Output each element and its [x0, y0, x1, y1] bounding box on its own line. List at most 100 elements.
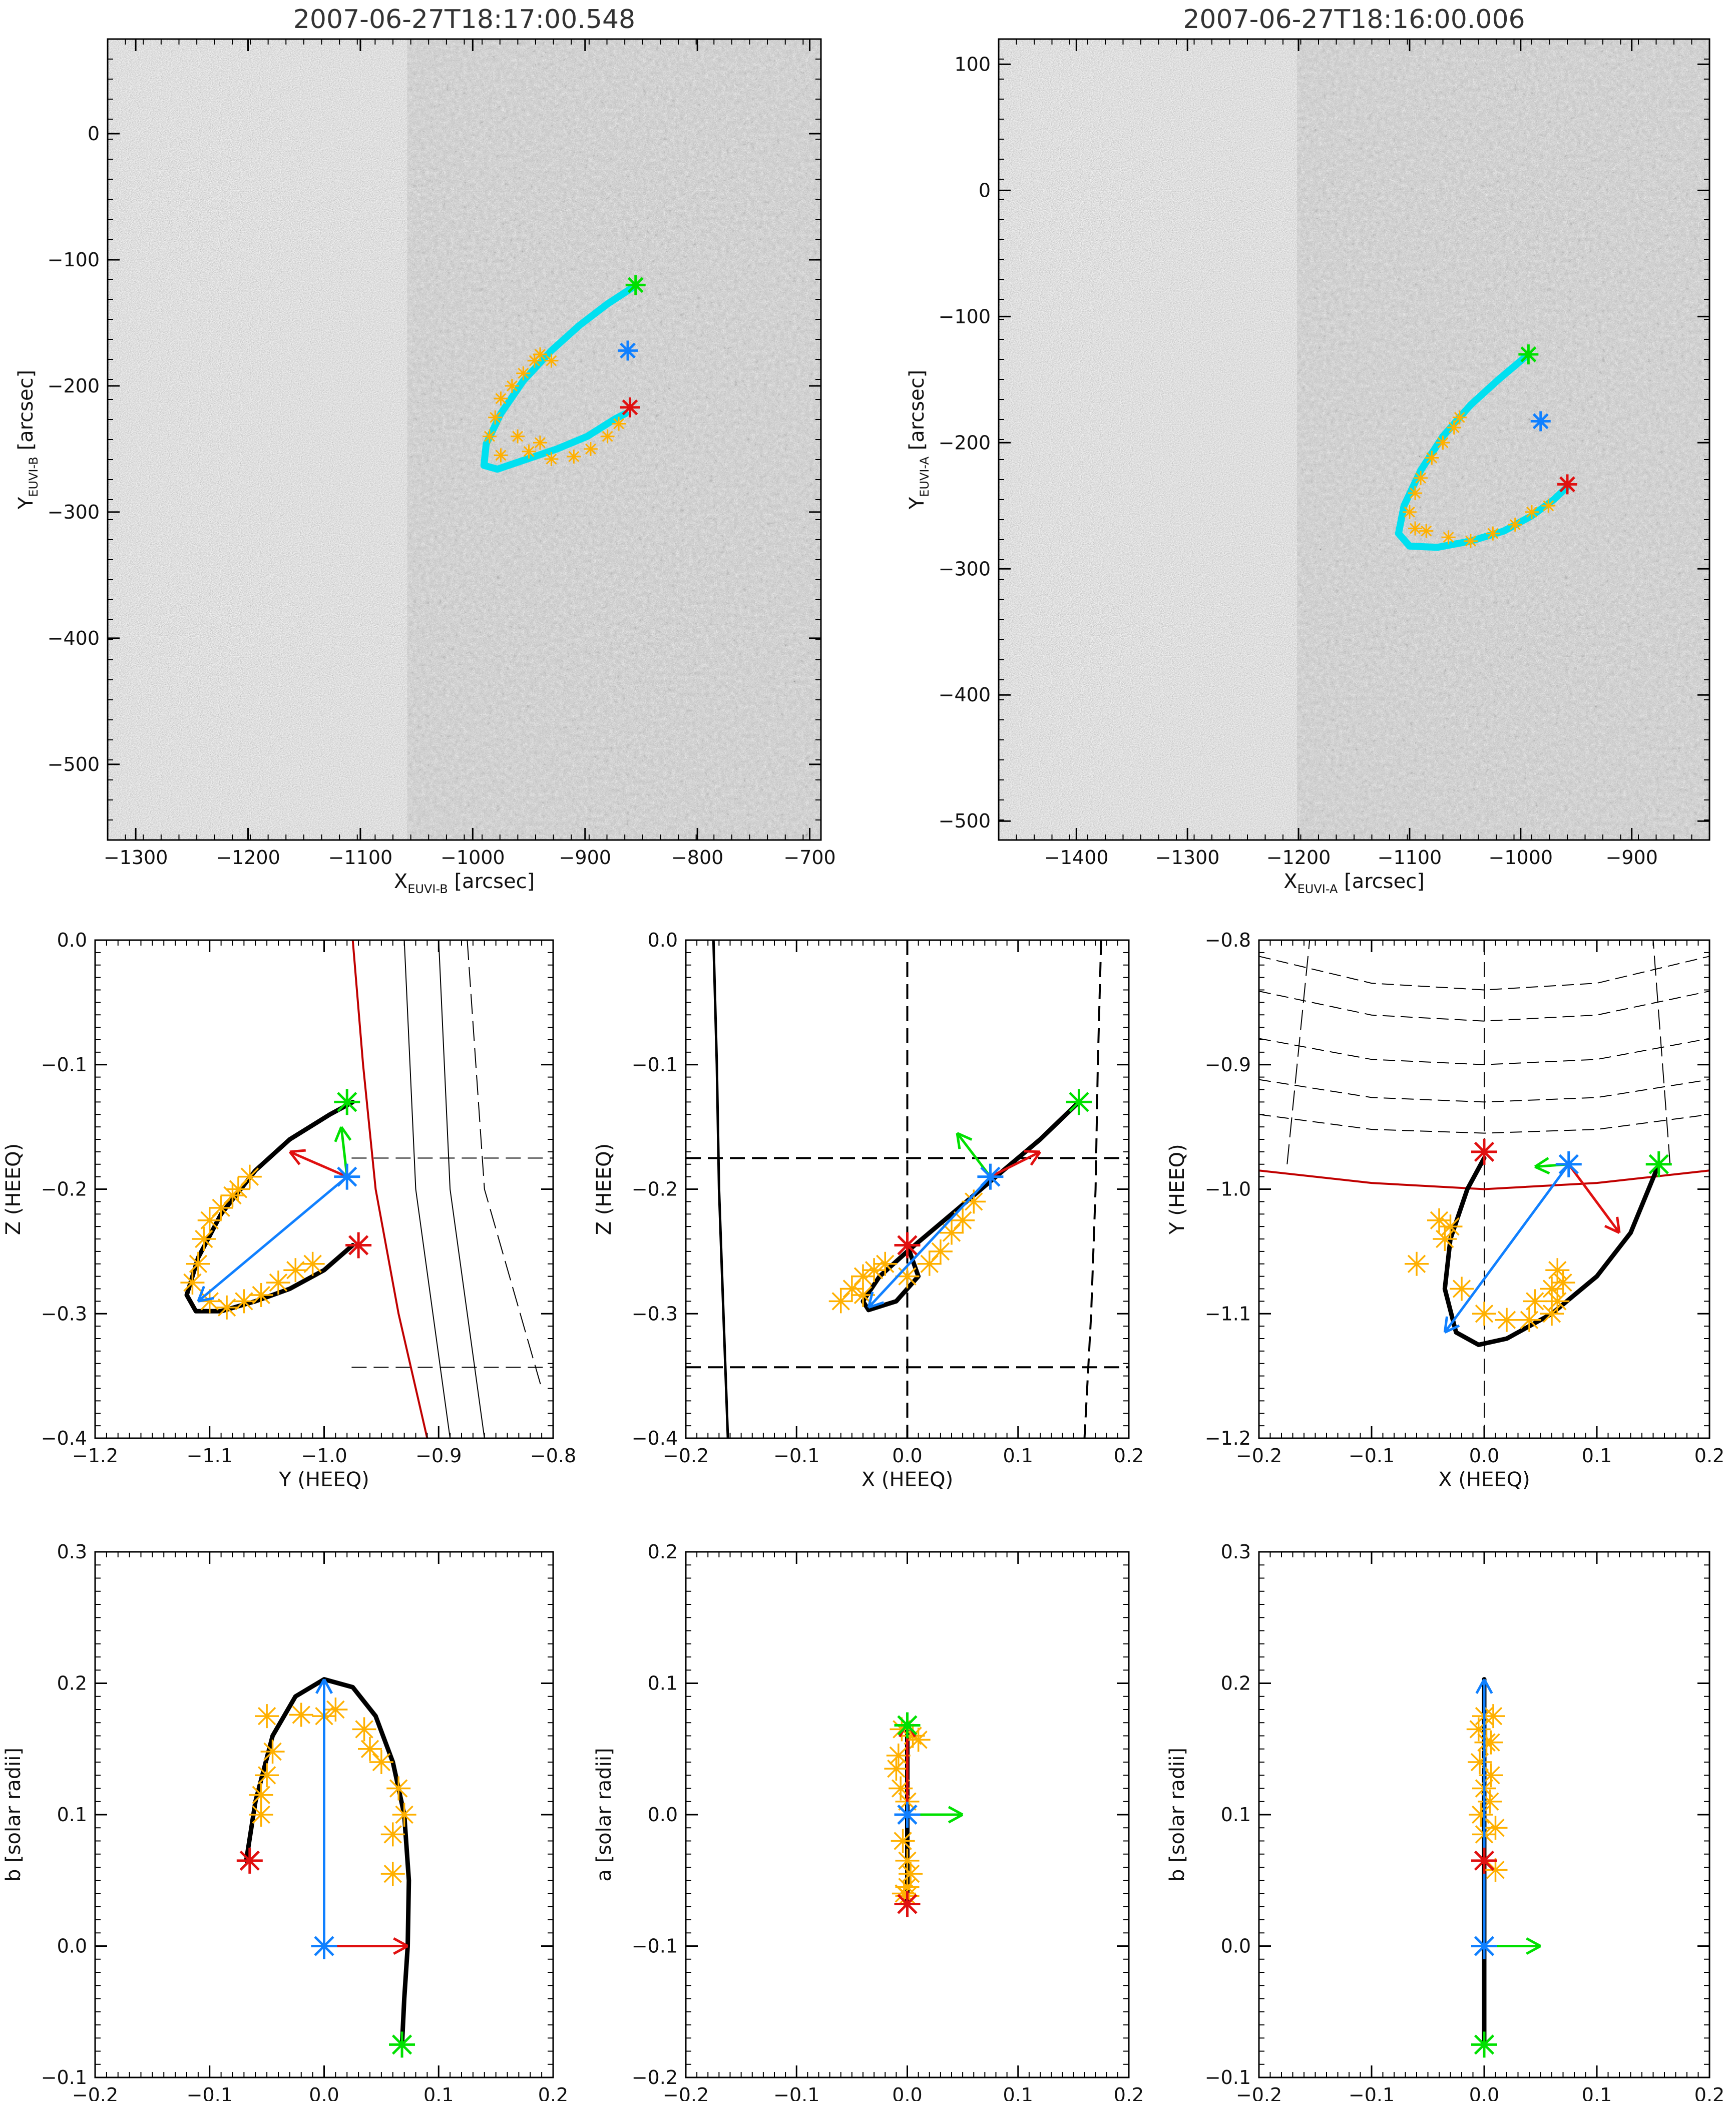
data-point-8: [1483, 1816, 1508, 1840]
data-point-11: [1474, 1730, 1499, 1755]
x-tick-label: −0.8: [530, 1445, 576, 1467]
plot-background: [95, 940, 553, 1438]
loop-curve: [184, 1099, 355, 1314]
x-tick-label: 0.0: [1469, 1445, 1499, 1467]
data-point-1-stroke: [842, 1280, 861, 1298]
data-point-3-stroke: [1426, 452, 1438, 464]
data-point-3: [197, 1208, 222, 1232]
data-point-6: [533, 347, 547, 361]
image-activity: [407, 39, 821, 840]
footpoint-red-marker-stroke: [1559, 476, 1575, 493]
data-point-4: [1472, 1302, 1496, 1326]
footpoint-green-marker: [894, 1712, 921, 1739]
footpoint-green-marker: [1066, 1089, 1092, 1115]
red-vector-head-b: [288, 1151, 301, 1165]
footpoint-red-marker-stroke: [897, 1235, 918, 1255]
footpoint-red-marker: [1471, 1847, 1497, 1874]
data-point-16: [533, 436, 547, 450]
footpoint-red-marker-stroke: [239, 1850, 260, 1871]
panel-yz-projection: −1.2 −1.1 −1.0 −0.9 −0.8 0.0 −0.1 −0.2 −0.3 −0.4 Y…: [2, 929, 576, 1491]
data-point-1: [1433, 1227, 1457, 1251]
y-tick-label: 0.1: [648, 1672, 678, 1695]
blue-vector-head-b: [1475, 1678, 1486, 1694]
blue-vector: [197, 1175, 348, 1303]
y-tick-label: −0.4: [41, 1427, 87, 1449]
center-blue-marker-stroke: [980, 1166, 1001, 1187]
data-point-12: [1438, 1214, 1463, 1239]
y-tick-label: 0: [88, 123, 100, 145]
data-point-3: [1450, 1277, 1474, 1301]
data-point-8-stroke: [1443, 532, 1454, 543]
data-point-7: [1540, 1302, 1564, 1326]
y-tick-label: 0.0: [57, 929, 87, 951]
center-blue-marker: [334, 1163, 360, 1190]
fitted-loop: [480, 282, 638, 473]
data-point-8-stroke: [1486, 1819, 1505, 1837]
red-vector-head-a: [393, 1945, 408, 1955]
y-axis-label: b [solar radii]: [1166, 1748, 1189, 1882]
x-tick-label: −900: [1606, 847, 1658, 869]
data-point-4: [192, 1227, 216, 1251]
x-tick-label: −0.9: [415, 1445, 462, 1467]
x-axis-label: X (HEEQ): [1438, 1468, 1530, 1491]
data-point-11: [567, 450, 581, 464]
data-point-11-stroke: [1509, 519, 1521, 531]
data-point-12: [1479, 1763, 1503, 1788]
data-point-15: [494, 448, 508, 463]
data-point-13: [600, 429, 615, 444]
x-tick-label: 0.1: [1003, 1445, 1033, 1467]
data-point-3-stroke: [1452, 1280, 1471, 1298]
x-tick-label: 0.2: [1694, 2084, 1724, 2101]
x-tick-label: −1300: [104, 847, 168, 869]
x-tick-label: −700: [783, 847, 835, 869]
data-point-14: [612, 416, 626, 431]
data-point-5: [1495, 1308, 1519, 1332]
data-point-5-stroke: [292, 1706, 310, 1724]
x-tick-label: 0.0: [1469, 2084, 1499, 2101]
data-point-10-stroke: [1542, 1280, 1561, 1298]
data-point-11: [386, 1776, 411, 1801]
y-tick-label: −0.1: [1205, 2066, 1251, 2088]
red-vector-head-b: [393, 1937, 408, 1947]
x-axis-label-main: X: [1283, 870, 1297, 893]
blue-vector-head-a: [197, 1286, 205, 1302]
data-point-9-stroke: [901, 1864, 920, 1883]
y-axis-label: YEUVI-B [arcsec]: [15, 370, 41, 510]
x-tick-label: −0.2: [72, 2084, 118, 2101]
center-blue-marker-stroke: [1532, 413, 1549, 430]
data-point-14-stroke: [229, 1180, 248, 1198]
panel-na-plane: −0.2−0.10.00.10.20.20.10.0−0.1−0.2n [sol…: [593, 1541, 1144, 2101]
x-axis-label-unit: [arcsec]: [1338, 870, 1424, 893]
footpoint-green-marker: [1645, 1151, 1672, 1177]
center-blue-marker-stroke: [314, 1936, 334, 1956]
footpoint-green-marker-stroke: [627, 277, 644, 293]
data-point-4: [516, 366, 531, 380]
data-point-12-stroke: [1441, 1217, 1460, 1236]
red-vector-head-b: [1024, 1150, 1041, 1153]
data-point-0: [255, 1704, 279, 1729]
y-tick-label: −0.1: [41, 2066, 87, 2088]
data-point-14-stroke: [613, 418, 625, 430]
data-point-11-stroke: [1477, 1733, 1496, 1752]
data-point-14: [226, 1177, 250, 1201]
data-point-11: [266, 1271, 290, 1295]
x-tick-label: −0.1: [1349, 2084, 1395, 2101]
center-blue-marker: [894, 1802, 921, 1828]
blue-vector-head-b: [868, 1301, 885, 1309]
data-point-5-stroke: [1497, 1311, 1516, 1329]
data-point-6-stroke: [1520, 1311, 1539, 1329]
data-point-3: [1425, 451, 1439, 465]
data-point-7: [891, 1829, 915, 1853]
y-tick-label: −0.3: [41, 1303, 87, 1325]
data-point-5: [289, 1703, 313, 1727]
data-point-5: [1447, 421, 1461, 435]
data-point-9-stroke: [360, 1740, 379, 1758]
y-tick-label: −500: [939, 810, 991, 832]
data-point-15-stroke: [495, 450, 507, 461]
data-point-1-stroke: [263, 1742, 282, 1761]
y-tick-label: −1.0: [1205, 1178, 1251, 1200]
x-tick-label: −1200: [216, 847, 280, 869]
data-point-2-stroke: [495, 393, 507, 404]
x-axis-label-sub: EUVI-B: [407, 882, 448, 896]
x-axis-label: X (HEEQ): [861, 1468, 953, 1491]
